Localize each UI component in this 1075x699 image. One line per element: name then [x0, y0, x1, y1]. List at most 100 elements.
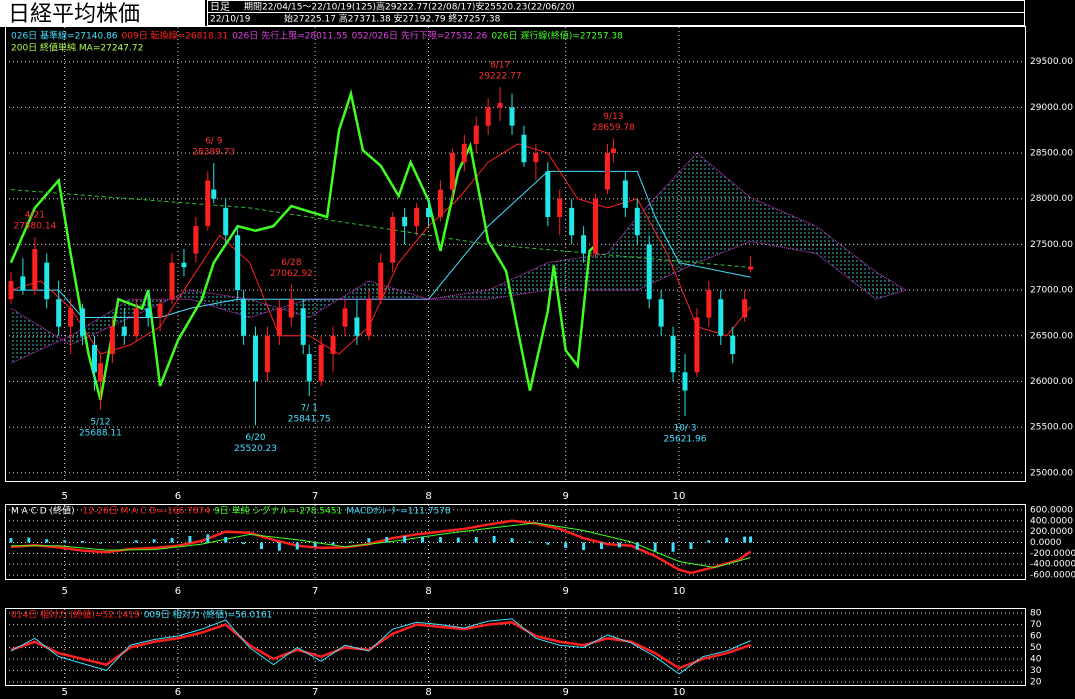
candle-body	[485, 107, 491, 126]
candle-body	[742, 299, 748, 318]
chart-title: 日経平均株価	[8, 2, 140, 27]
annotation-value: 25688.11	[79, 428, 122, 438]
histogram-bar	[331, 542, 335, 545]
histogram-bar	[403, 535, 407, 543]
candle-body	[288, 299, 294, 318]
annotation-value: 25841.75	[288, 414, 331, 424]
candle-body	[718, 299, 724, 336]
y-tick-label: 600.0000	[1030, 505, 1073, 515]
ichimoku-cloud	[10, 153, 906, 364]
candle-body	[426, 207, 432, 218]
candle-body	[670, 335, 676, 373]
annotation-date: 4/21	[25, 211, 45, 221]
candle-body	[437, 189, 443, 218]
x-tick-label: 9	[563, 491, 569, 502]
candle-body	[497, 102, 503, 108]
histogram-bar	[277, 542, 281, 551]
x-tick-label: 8	[425, 586, 431, 597]
x-tick-label: 8	[425, 687, 431, 698]
y-tick-label: 0.0000	[1030, 538, 1062, 548]
indicator-line	[10, 618, 751, 675]
date: 22/10/19	[210, 15, 251, 25]
histogram-bar	[116, 541, 120, 543]
x-tick-label: 10	[673, 687, 686, 698]
x-tick-label: 10	[673, 491, 686, 502]
indicator-line	[10, 519, 752, 575]
y-tick-label: 29000.00	[1030, 103, 1073, 113]
candle-body	[402, 217, 408, 227]
histogram-bar	[170, 538, 174, 543]
histogram-bar	[81, 540, 85, 543]
candle-body	[121, 326, 127, 336]
candle-body	[91, 344, 97, 373]
histogram-bar	[492, 535, 496, 543]
candle-body	[205, 180, 211, 227]
candle-body	[306, 354, 312, 382]
histogram-bar	[689, 542, 693, 550]
y-tick-label: 28000.00	[1030, 194, 1073, 204]
x-tick-label: 9	[563, 586, 569, 597]
candle-body	[354, 317, 360, 336]
candle-body	[318, 344, 324, 382]
y-tick-label: 30	[1030, 666, 1042, 676]
histogram-bar	[546, 542, 550, 545]
period-label: 日足	[210, 1, 230, 13]
legend-entry: 052/026日 先行下限=27532.26	[352, 30, 488, 42]
y-tick-label: 25500.00	[1030, 423, 1073, 433]
candle-body	[181, 262, 187, 268]
candle-body	[634, 207, 640, 236]
annotation-value: 28389.73	[192, 148, 235, 158]
x-tick-label: 6	[175, 687, 181, 698]
histogram-bar	[134, 540, 138, 543]
histogram-bar	[564, 542, 568, 548]
panel-title: M A C D (終値)	[11, 505, 75, 517]
indicator-line	[10, 143, 752, 355]
legend-entry: MACDｵｼﾚｰﾀｰ=111.7578	[346, 506, 451, 517]
candle-body	[264, 335, 270, 373]
annotation-date: 9/13	[603, 112, 623, 122]
cloud-edge	[10, 240, 906, 364]
candle-body	[109, 326, 115, 355]
candle-body	[342, 308, 348, 327]
x-tick-label: 7	[312, 491, 318, 502]
annotation-date: 6/28	[281, 258, 301, 268]
candle-body	[682, 372, 688, 391]
histogram-bar	[599, 542, 603, 550]
histogram-bar	[98, 542, 102, 544]
y-tick-label: -200.0000	[1030, 549, 1075, 559]
candle-body	[235, 235, 241, 291]
candle-body	[473, 125, 479, 144]
candle-body	[622, 180, 628, 208]
histogram-bar	[474, 537, 478, 543]
candle-body	[449, 153, 455, 190]
histogram-bar	[385, 537, 389, 543]
candle-body	[68, 308, 74, 327]
y-tick-label: 25000.00	[1030, 468, 1073, 478]
y-tick-label: 26000.00	[1030, 377, 1073, 387]
indicator-line	[9, 88, 597, 401]
histogram-bar	[349, 541, 353, 543]
legend-entry: 026日 先行上限=28011.55	[232, 30, 348, 42]
legend-entry: 014日 相対力 (終値)=52.1419	[11, 609, 140, 621]
candle-body	[157, 303, 163, 318]
x-tick-label: 5	[61, 687, 67, 698]
histogram-bar	[259, 542, 263, 550]
candle-body	[509, 107, 515, 126]
histogram-bar	[617, 542, 621, 548]
x-tick-label: 9	[563, 687, 569, 698]
candle-body	[32, 248, 38, 291]
candle-body	[145, 308, 151, 318]
candle-body	[581, 235, 587, 254]
candle-body	[461, 143, 467, 163]
annotation-value: 27580.14	[13, 222, 56, 232]
y-tick-label: 28500.00	[1030, 149, 1073, 159]
candle-body	[730, 335, 736, 355]
candle-body	[694, 317, 700, 373]
histogram-bar	[242, 542, 246, 545]
candle-body	[545, 171, 551, 218]
candle-body	[56, 299, 62, 327]
histogram-bar	[707, 540, 711, 543]
histogram-bar	[421, 536, 425, 543]
histogram-bar	[743, 536, 747, 543]
